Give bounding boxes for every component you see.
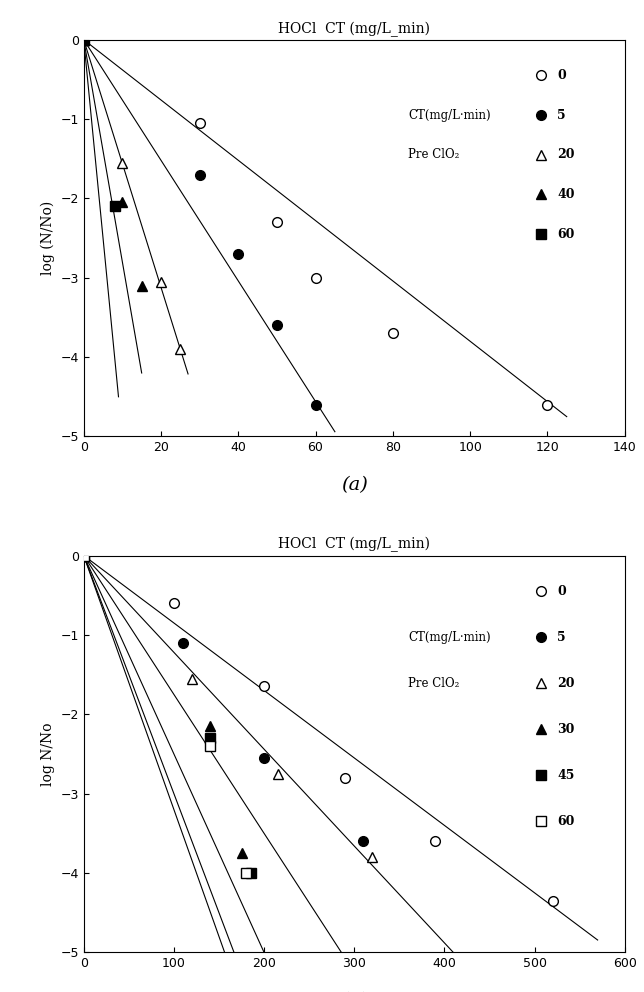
Text: 20: 20 [557,148,574,162]
Y-axis label: log N/No: log N/No [41,722,55,786]
Text: 60: 60 [557,227,574,241]
Title: HOCl  CT (mg/L_min): HOCl CT (mg/L_min) [278,538,430,553]
Text: Pre ClO₂: Pre ClO₂ [408,148,460,162]
Text: 45: 45 [557,769,574,782]
Title: HOCl  CT (mg/L_min): HOCl CT (mg/L_min) [278,22,430,37]
Text: (a): (a) [341,476,368,494]
Text: CT(mg/L·min): CT(mg/L·min) [408,631,491,644]
Text: 30: 30 [557,723,574,736]
Y-axis label: log (N/No): log (N/No) [41,201,55,275]
Text: 0: 0 [557,584,566,598]
Text: 0: 0 [557,68,566,82]
Text: Pre ClO₂: Pre ClO₂ [408,677,460,689]
Text: 5: 5 [557,631,565,644]
Text: 40: 40 [557,187,574,201]
Text: 20: 20 [557,677,574,689]
Text: CT(mg/L·min): CT(mg/L·min) [408,108,491,122]
Text: 5: 5 [557,108,565,122]
Text: 60: 60 [557,814,574,828]
